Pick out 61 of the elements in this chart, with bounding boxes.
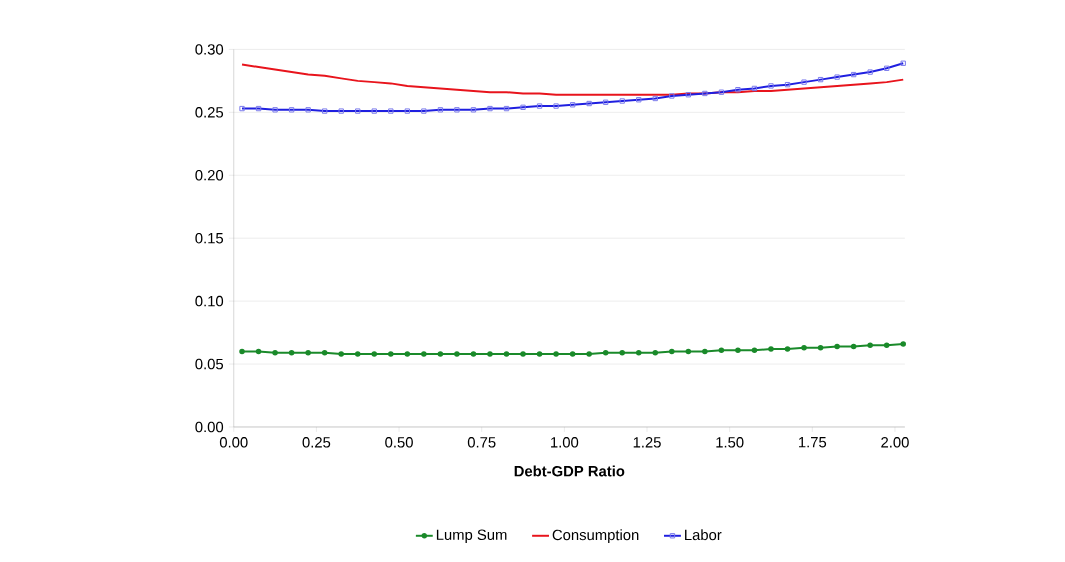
point (867, 342, 873, 348)
y-tick-label: 0.20 (195, 169, 224, 181)
legend-label: Lump Sum (436, 529, 507, 543)
point (437, 351, 444, 357)
x-tick-label: 1.25 (633, 436, 661, 448)
point (669, 348, 675, 355)
point (354, 351, 361, 357)
point (487, 351, 493, 357)
x-tick-label: 1.00 (551, 436, 579, 448)
point (586, 351, 592, 357)
point (503, 351, 510, 357)
point (751, 347, 758, 353)
point (602, 349, 609, 356)
y-tick-label: 0.30 (195, 43, 224, 55)
y-tick-label: 0.25 (195, 106, 224, 118)
y-tick-label: 0.15 (195, 232, 224, 244)
y-tick-label: 0.00 (195, 421, 224, 433)
x-tick-label: 1.50 (716, 436, 744, 448)
point (321, 349, 328, 356)
point (817, 344, 824, 351)
point (801, 344, 807, 351)
point (718, 347, 725, 353)
point (388, 351, 394, 357)
point (239, 348, 245, 355)
point (735, 347, 741, 353)
point (768, 345, 774, 352)
point (470, 351, 477, 357)
point (553, 351, 559, 357)
point (619, 349, 625, 356)
point (883, 342, 890, 348)
point (255, 348, 262, 355)
x-tick-label: 2.00 (881, 436, 909, 448)
x-tick-label: 0.50 (385, 436, 413, 448)
legend-label: Consumption (552, 529, 639, 543)
point (288, 349, 295, 356)
point (371, 351, 378, 357)
point (569, 351, 576, 357)
x-tick-label: 1.75 (799, 436, 827, 448)
point (784, 345, 791, 352)
point (685, 348, 692, 355)
point (834, 343, 840, 350)
y-tick-label: 0.05 (195, 358, 224, 370)
point (454, 351, 460, 357)
point (536, 351, 543, 357)
point (652, 349, 659, 356)
y-tick-label: 0.10 (195, 295, 224, 307)
x-axis-title: Debt-GDP Ratio (514, 465, 625, 477)
point (421, 351, 427, 357)
point (272, 349, 278, 356)
point (850, 343, 857, 350)
point (702, 348, 708, 355)
point (305, 349, 311, 356)
point (404, 351, 411, 357)
point (635, 349, 642, 356)
point (520, 351, 526, 357)
legend-label: Labor (685, 529, 722, 540)
x-tick-label: 0.25 (302, 436, 331, 448)
x-tick-label: 0.75 (467, 436, 496, 448)
x-tick-label: 0.00 (219, 436, 248, 448)
point (900, 340, 906, 347)
point (338, 351, 344, 357)
